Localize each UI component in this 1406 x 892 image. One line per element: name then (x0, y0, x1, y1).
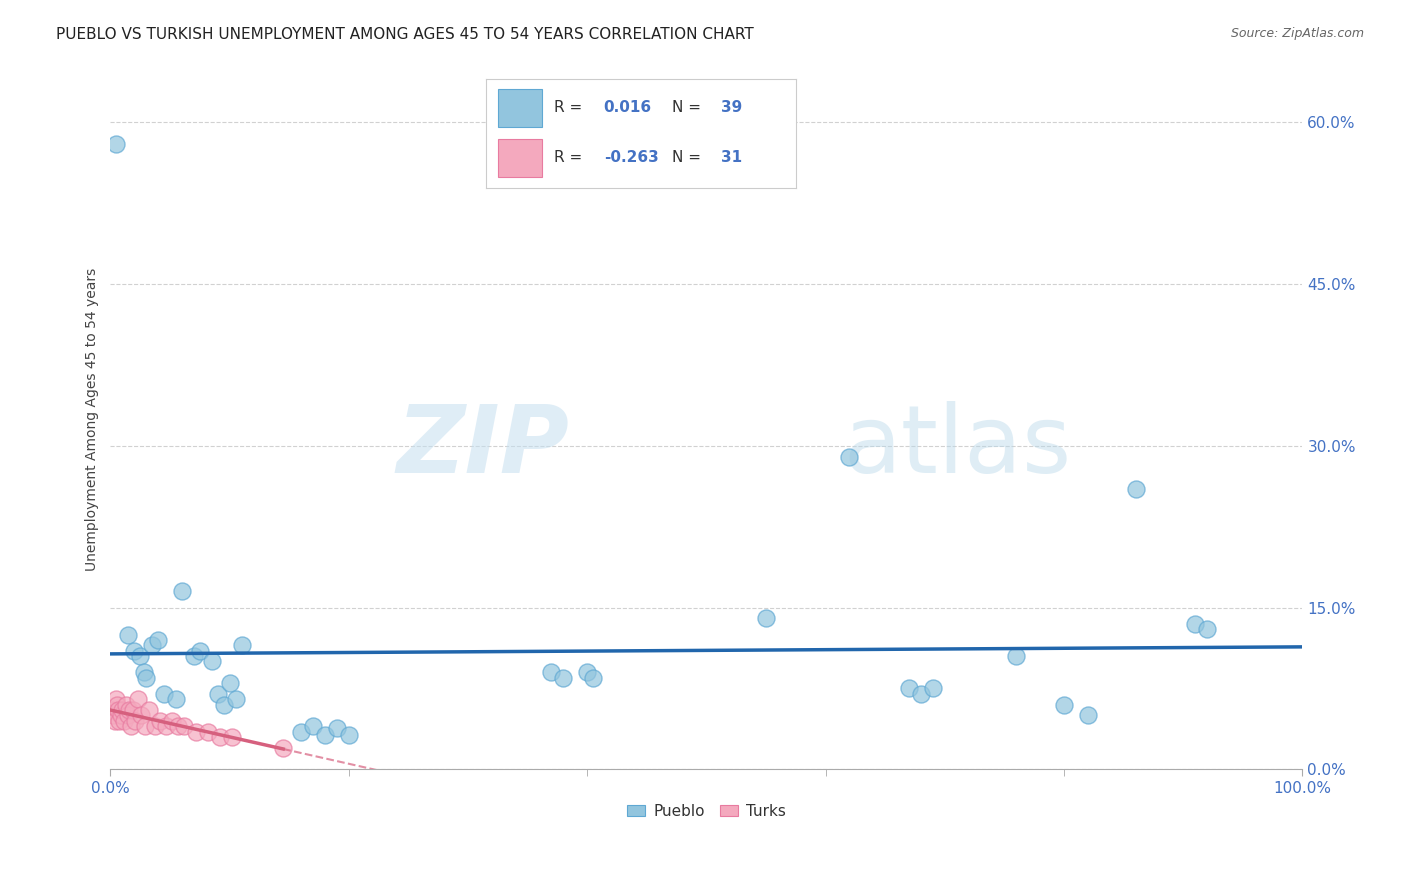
Point (132, 665, 155, 680)
Point (104, 692, 127, 706)
Point (101, 703, 124, 717)
Point (110, 708, 132, 723)
Point (197, 724, 219, 739)
Point (212, 698, 235, 712)
Point (170, 584, 193, 599)
Point (186, 724, 208, 739)
Point (138, 703, 160, 717)
Point (1197, 622, 1219, 636)
Point (1125, 482, 1147, 496)
Legend: Pueblo, Turks: Pueblo, Turks (621, 797, 792, 825)
Point (201, 655, 224, 669)
Point (122, 643, 145, 657)
Point (107, 703, 129, 717)
Point (131, 708, 153, 723)
Point (120, 719, 142, 733)
Point (922, 681, 945, 696)
Point (167, 719, 190, 733)
Point (111, 703, 134, 717)
Point (122, 703, 145, 717)
Point (290, 724, 312, 739)
Point (155, 719, 177, 733)
Point (209, 730, 232, 744)
Point (225, 692, 247, 706)
Point (231, 638, 253, 652)
Text: atlas: atlas (844, 401, 1071, 493)
Point (129, 649, 152, 664)
Text: ZIP: ZIP (396, 401, 569, 493)
Point (117, 627, 139, 641)
Point (124, 714, 146, 728)
Point (540, 665, 562, 680)
Point (108, 714, 131, 728)
Point (1005, 649, 1028, 664)
Point (134, 719, 156, 733)
Point (183, 649, 205, 664)
Point (207, 687, 229, 701)
Point (135, 671, 157, 685)
Point (314, 728, 336, 742)
Point (153, 687, 176, 701)
Point (112, 714, 135, 728)
Point (162, 714, 184, 728)
Point (118, 703, 141, 717)
Point (143, 719, 166, 733)
Point (115, 698, 138, 712)
Point (898, 681, 921, 696)
Y-axis label: Unemployment Among Ages 45 to 54 years: Unemployment Among Ages 45 to 54 years (86, 268, 100, 571)
Point (188, 643, 211, 657)
Point (103, 714, 125, 728)
Point (838, 450, 860, 464)
Point (117, 708, 139, 723)
Point (755, 611, 778, 625)
Point (127, 692, 149, 706)
Text: PUEBLO VS TURKISH UNEMPLOYMENT AMONG AGES 45 TO 54 YEARS CORRELATION CHART: PUEBLO VS TURKISH UNEMPLOYMENT AMONG AGE… (56, 27, 754, 42)
Point (149, 714, 172, 728)
Point (103, 708, 125, 723)
Point (553, 671, 575, 685)
Point (218, 676, 240, 690)
Point (141, 638, 163, 652)
Point (105, 698, 128, 712)
Point (1184, 616, 1206, 631)
Point (271, 740, 294, 755)
Text: Source: ZipAtlas.com: Source: ZipAtlas.com (1230, 27, 1364, 40)
Point (105, 136, 128, 151)
Point (302, 719, 325, 733)
Point (337, 728, 360, 742)
Point (165, 692, 187, 706)
Point (1077, 708, 1099, 723)
Point (173, 719, 195, 733)
Point (146, 632, 169, 647)
Point (326, 722, 349, 736)
Point (576, 665, 599, 680)
Point (221, 730, 243, 744)
Point (582, 671, 605, 685)
Point (1053, 698, 1076, 712)
Point (910, 687, 932, 701)
